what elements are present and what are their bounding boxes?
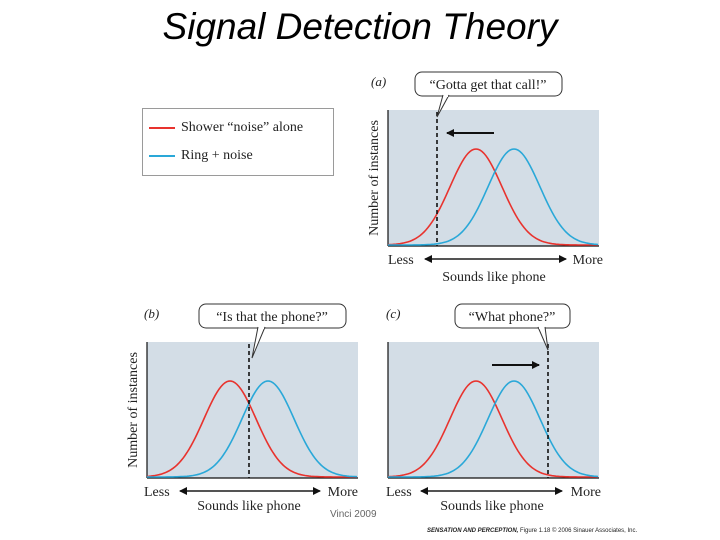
panel-a-plot-area bbox=[388, 110, 599, 246]
panel-b: (b) “Is that the phone?” Number of insta… bbox=[126, 303, 358, 514]
panel-b-label: (b) bbox=[144, 306, 159, 321]
panel-a: (a) “Gotta get that call!” Number of ins… bbox=[367, 71, 603, 285]
caption: Vinci 2009 bbox=[330, 509, 377, 520]
legend: Shower “noise” alone Ring + noise bbox=[142, 108, 334, 176]
panel-a-callout-text: “Gotta get that call!” bbox=[430, 78, 547, 93]
legend-label-noise: Shower “noise” alone bbox=[181, 120, 304, 135]
panel-b-callout-bubble bbox=[198, 303, 347, 329]
panel-b-noise-curve bbox=[146, 380, 357, 478]
legend-item-signal: Ring + noise bbox=[149, 146, 253, 166]
panel-c-noise-curve bbox=[387, 380, 598, 478]
panel-a-label: (a) bbox=[371, 74, 386, 89]
legend-label-signal: Ring + noise bbox=[181, 148, 253, 163]
figure-credit: SENSATION AND PERCEPTION, Figure 1.18 © … bbox=[427, 528, 637, 534]
page-title: Signal Detection Theory bbox=[162, 6, 558, 47]
panel-b-signal-curve bbox=[147, 380, 358, 478]
panel-a-x-more: More bbox=[573, 253, 603, 268]
panel-c-x-less: Less bbox=[386, 485, 412, 500]
panel-b-callout-text: “Is that the phone?” bbox=[216, 310, 328, 325]
panel-a-noise-curve bbox=[387, 148, 598, 246]
panel-a-ylabel: Number of instances bbox=[367, 120, 382, 236]
panel-c-plot-area bbox=[388, 342, 599, 478]
panel-a-callout-pointer bbox=[436, 94, 450, 118]
legend-swatch-noise bbox=[149, 127, 175, 129]
panel-c-label: (c) bbox=[386, 306, 400, 321]
legend-swatch-signal bbox=[149, 155, 175, 157]
panel-b-x-more: More bbox=[328, 485, 358, 500]
legend-item-noise: Shower “noise” alone bbox=[149, 118, 303, 138]
panel-a-signal-curve bbox=[388, 148, 599, 246]
panel-c-callout-text: “What phone?” bbox=[469, 310, 556, 325]
panel-a-x-less: Less bbox=[388, 253, 414, 268]
panel-a-xlabel: Sounds like phone bbox=[442, 270, 545, 285]
panel-a-callout-bubble bbox=[414, 71, 563, 97]
panel-b-x-less: Less bbox=[144, 485, 170, 500]
credit-book: SENSATION AND PERCEPTION, bbox=[427, 528, 519, 534]
panel-b-callout-join bbox=[259, 326, 264, 329]
panel-b-callout-pointer bbox=[251, 326, 266, 359]
panel-c: (c) “What phone?” Less More Sounds like … bbox=[386, 303, 601, 514]
panel-c-xlabel: Sounds like phone bbox=[440, 499, 543, 514]
panel-c-x-more: More bbox=[571, 485, 601, 500]
panel-c-callout-bubble bbox=[454, 303, 571, 329]
panel-c-callout-join bbox=[539, 326, 544, 329]
panel-c-signal-curve bbox=[388, 380, 599, 478]
panel-b-ylabel: Number of instances bbox=[126, 352, 141, 468]
panel-b-xlabel: Sounds like phone bbox=[197, 499, 300, 514]
panel-c-callout-pointer bbox=[537, 326, 549, 351]
panel-a-callout-join bbox=[444, 94, 448, 97]
credit-rest: Figure 1.18 © 2006 Sinauer Associates, I… bbox=[520, 528, 638, 534]
